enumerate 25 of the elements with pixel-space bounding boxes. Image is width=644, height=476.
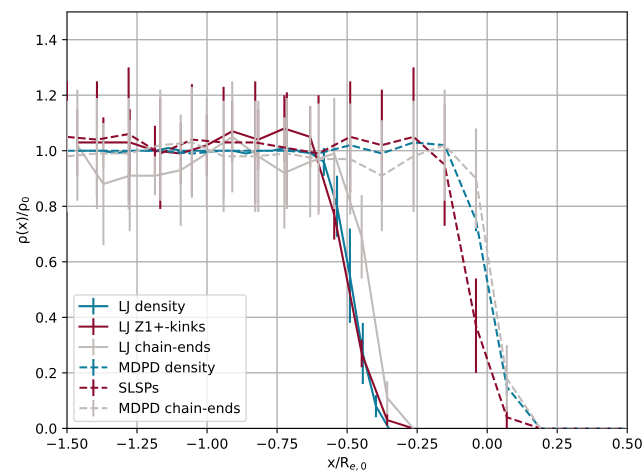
y-tick-label: 0.4 [36,312,56,323]
y-axis-title: ρ(x)/ρ$_{0}$ [16,197,30,243]
x-tick-label: −1.50 [47,438,88,449]
x-tick-label: −1.25 [117,438,158,449]
legend-label: SLSPs [119,382,158,393]
legend-label: LJ Z1+-kinks [120,320,205,334]
legend-label: MDPD chain-ends [120,402,240,414]
legend-label: LJ chain-ends [120,341,210,355]
x-tick-label: −0.50 [327,438,368,449]
legend-label: MDPD density [120,362,216,376]
x-tick-label: −0.25 [397,438,438,449]
y-tick-label: 0.6 [36,256,56,268]
x-axis-title: x/R$_{e,0}$ [328,457,366,471]
x-tick-label: 0.25 [542,438,572,449]
x-tick-label: −0.75 [257,438,298,449]
y-tick-label: 0.8 [36,201,56,212]
x-tick-label: −1.00 [187,438,228,449]
y-tick-label: 0.2 [36,368,56,378]
y-tick-label: 1.2 [36,90,56,100]
x-tick-label: 0.00 [472,438,502,449]
legend-label: LJ density [120,300,186,314]
y-tick-label: 1.4 [36,34,56,45]
x-tick-label: 0.50 [612,438,642,449]
y-tick-label: 1.0 [36,146,56,156]
y-tick-label: 0.0 [36,423,56,434]
